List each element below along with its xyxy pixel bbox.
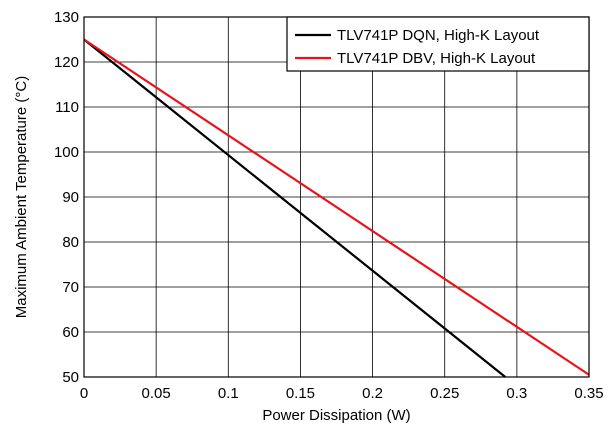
legend-label-1: TLV741P DQN, High-K Layout: [337, 27, 540, 44]
y-tick-label: 70: [62, 279, 79, 296]
y-tick-labels: 50 60 70 80 90 100 110 120 130: [54, 9, 79, 386]
x-tick-label: 0.2: [362, 385, 383, 402]
series-line-2: [83, 38, 590, 376]
series-lines: [83, 38, 590, 378]
x-tick-label: 0.15: [286, 385, 315, 402]
y-tick-label: 60: [62, 324, 79, 341]
x-tick-label: 0: [80, 385, 88, 402]
x-tick-label: 0.1: [218, 385, 239, 402]
x-tick-label: 0.3: [506, 385, 527, 402]
legend-box: [286, 16, 590, 72]
legend-label-2: TLV741P DBV, High-K Layout: [337, 50, 536, 67]
x-tick-label: 0.05: [142, 385, 171, 402]
x-axis-title: Power Dissipation (W): [262, 407, 410, 424]
x-tick-label: 0.25: [430, 385, 459, 402]
x-tick-labels: 0 0.05 0.1 0.15 0.2 0.25 0.3 0.35: [80, 385, 604, 402]
series-line-1: [83, 38, 507, 378]
y-tick-label: 90: [62, 189, 79, 206]
y-tick-label: 120: [54, 54, 79, 71]
y-tick-label: 100: [54, 144, 79, 161]
y-tick-label: 50: [62, 369, 79, 386]
y-axis-title: Maximum Ambient Temperature (°C): [13, 76, 30, 318]
y-tick-label: 80: [62, 234, 79, 251]
y-tick-label: 110: [55, 99, 79, 116]
x-tick-label: 0.35: [574, 385, 603, 402]
y-tick-label: 130: [54, 9, 79, 26]
legend: TLV741P DQN, High-K Layout TLV741P DBV, H…: [286, 16, 590, 72]
